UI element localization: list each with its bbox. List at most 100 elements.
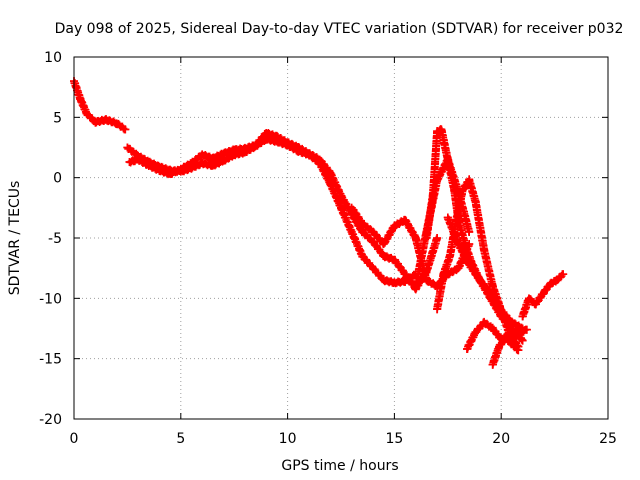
data-point <box>358 252 367 261</box>
data-point <box>390 278 399 287</box>
x-tick-label: 0 <box>70 431 79 447</box>
data-point <box>123 143 132 152</box>
x-tick-label: 25 <box>599 431 617 447</box>
data-point <box>518 336 527 345</box>
data-point <box>443 155 452 164</box>
data-point <box>514 329 523 338</box>
data-point <box>428 191 437 200</box>
data-point <box>369 227 378 236</box>
data-point <box>433 305 442 314</box>
data-point <box>450 185 459 194</box>
grid-layer <box>74 57 608 419</box>
data-point <box>546 279 555 288</box>
data-point <box>272 132 281 141</box>
data-point <box>507 340 516 349</box>
data-point <box>486 288 495 297</box>
x-tick-label: 10 <box>279 431 297 447</box>
data-point <box>219 149 228 158</box>
data-point <box>379 240 388 249</box>
data-point <box>443 213 452 222</box>
x-tick-label: 5 <box>176 431 185 447</box>
data-point <box>176 165 185 174</box>
data-point <box>433 127 442 136</box>
data-point <box>121 125 130 134</box>
x-tick-label: 15 <box>385 431 403 447</box>
data-point <box>445 252 454 261</box>
data-point <box>358 219 367 228</box>
data-point <box>187 159 196 168</box>
data-point <box>522 325 531 334</box>
data-point <box>465 260 474 269</box>
data-point <box>480 246 489 255</box>
chart-title: Day 098 of 2025, Sidereal Day-to-day VTE… <box>55 21 624 37</box>
data-point <box>514 346 523 355</box>
series-track-1 <box>70 77 130 134</box>
data-point <box>82 109 91 118</box>
data-point <box>552 276 561 285</box>
data-point <box>463 345 472 354</box>
x-axis-label: GPS time / hours <box>281 458 398 474</box>
y-tick-label: 5 <box>53 110 62 126</box>
data-point <box>198 150 207 159</box>
data-point <box>390 255 399 264</box>
data-point <box>422 276 431 285</box>
data-point <box>112 119 121 128</box>
data-point <box>501 334 510 343</box>
data-point <box>294 143 303 152</box>
data-point <box>369 264 378 273</box>
series-markers <box>70 77 130 134</box>
data-point <box>465 176 474 185</box>
data-point <box>379 276 388 285</box>
data-point <box>144 161 153 170</box>
data-point <box>155 166 164 175</box>
data-point <box>347 203 356 212</box>
data-point <box>452 215 461 224</box>
data-point <box>411 234 420 242</box>
data-point <box>480 318 489 327</box>
y-axis-label: SDTVAR / TECUs <box>7 181 23 296</box>
data-point <box>283 138 292 147</box>
data-point <box>198 159 207 168</box>
series-track-7 <box>433 175 523 351</box>
tick-layer <box>73 56 609 420</box>
y-tick-label: 0 <box>53 171 62 187</box>
data-point <box>471 328 480 337</box>
data-point <box>518 312 527 321</box>
data-point <box>76 95 85 104</box>
data-point <box>458 185 467 194</box>
data-point <box>208 154 217 163</box>
data-point <box>539 288 548 297</box>
y-tick-label: -20 <box>39 412 62 428</box>
data-point <box>437 125 446 134</box>
data-point <box>488 282 497 291</box>
data-point <box>439 270 448 279</box>
data-point <box>454 240 463 249</box>
data-point <box>495 342 504 351</box>
data-point <box>454 264 463 273</box>
data-point <box>166 170 175 179</box>
data-point <box>524 294 533 303</box>
data-point <box>390 221 399 230</box>
data-point <box>208 161 217 170</box>
y-tick-label: -15 <box>39 352 62 368</box>
label-layer: 0 5 10 15 20 25 -20 -15 -10 -5 0 5 10 <box>39 50 617 447</box>
y-tick-label: -5 <box>48 231 62 247</box>
data-point <box>134 155 143 164</box>
data-point <box>304 149 313 158</box>
data-point <box>497 306 506 315</box>
data-point <box>559 270 568 279</box>
series-track-2 <box>123 134 420 288</box>
data-point <box>347 227 356 236</box>
series-track-3 <box>125 129 442 294</box>
data-point <box>475 276 484 285</box>
y-tick-label: 10 <box>44 50 62 66</box>
data-point <box>326 168 335 177</box>
data-point <box>369 237 378 246</box>
data-point <box>401 215 410 224</box>
data-point <box>488 360 497 369</box>
series-markers <box>125 129 442 294</box>
data-point <box>262 129 271 138</box>
series-markers <box>518 270 568 321</box>
data-point <box>337 191 345 200</box>
